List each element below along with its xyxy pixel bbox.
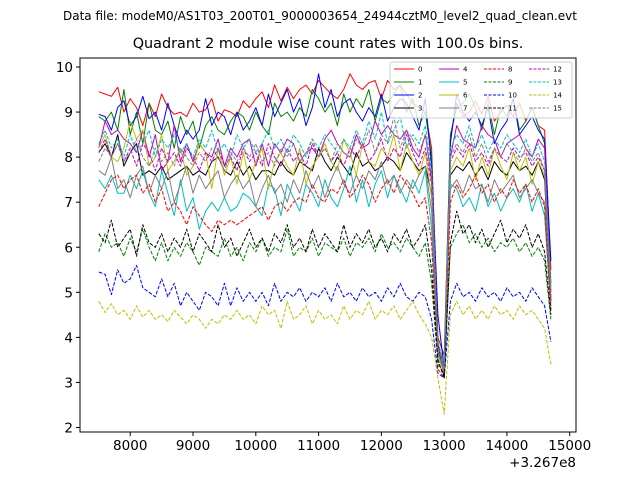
legend-box (389, 61, 573, 119)
y-tick-label: 2 (64, 420, 73, 436)
x-tick-label: 13000 (423, 438, 466, 454)
series-line-10 (98, 264, 552, 379)
y-tick-label: 8 (64, 150, 73, 166)
legend-label-13: 13 (553, 79, 562, 87)
x-tick-label: 15000 (548, 438, 591, 454)
y-axis: 2 3 4 5 6 7 8 9 10 (56, 60, 80, 436)
series-lines (98, 73, 552, 415)
legend-label-5: 5 (463, 79, 467, 87)
series-line-6 (98, 120, 552, 374)
plot-frame (79, 57, 577, 433)
legend-label-14: 14 (553, 92, 562, 100)
series-line-7 (98, 156, 552, 374)
legend-label-8: 8 (508, 66, 512, 74)
x-tick-label: 10000 (234, 438, 277, 454)
series-line-15 (98, 116, 552, 370)
y-tick-label: 6 (64, 240, 73, 256)
x-tick-label: 9000 (176, 438, 210, 454)
y-tick-label: 9 (64, 105, 73, 121)
y-tick-label: 3 (64, 375, 73, 391)
figure-suptitle: Data file: modeM0/AS1T03_200T01_90000036… (63, 9, 577, 23)
legend-label-12: 12 (553, 66, 562, 74)
series-line-13 (98, 111, 552, 365)
x-tick-label: 8000 (113, 438, 147, 454)
legend-label-1: 1 (418, 79, 422, 87)
series-line-5 (98, 165, 552, 370)
y-tick-label: 7 (64, 195, 73, 211)
x-tick-label: 12000 (360, 438, 403, 454)
legend-label-10: 10 (508, 92, 517, 100)
x-tick-label: 14000 (485, 438, 528, 454)
x-axis: 8000 9000 10000 11000 12000 13000 14000 15000 (113, 432, 591, 454)
legend-label-4: 4 (463, 66, 468, 74)
legend-label-9: 9 (508, 79, 512, 87)
series-line-9 (98, 224, 552, 374)
legend-label-2: 2 (418, 92, 422, 100)
legend-label-3: 3 (418, 105, 422, 113)
legend-label-15: 15 (553, 105, 562, 113)
series-line-14 (98, 300, 552, 415)
y-tick-label: 5 (64, 285, 73, 301)
y-tick-label: 10 (56, 60, 73, 76)
legend-label-11: 11 (508, 105, 517, 113)
x-tick-label: 11000 (297, 438, 340, 454)
series-line-12 (98, 134, 552, 370)
y-tick-label: 4 (64, 330, 73, 346)
legend-label-6: 6 (463, 92, 468, 100)
x-offset-label: +3.267e8 (509, 455, 576, 471)
series-line-11 (98, 210, 552, 379)
chart-title: Quadrant 2 module wise count rates with … (133, 36, 524, 52)
series-line-8 (98, 174, 552, 379)
legend-label-7: 7 (463, 105, 467, 113)
legend-label-0: 0 (418, 66, 422, 74)
